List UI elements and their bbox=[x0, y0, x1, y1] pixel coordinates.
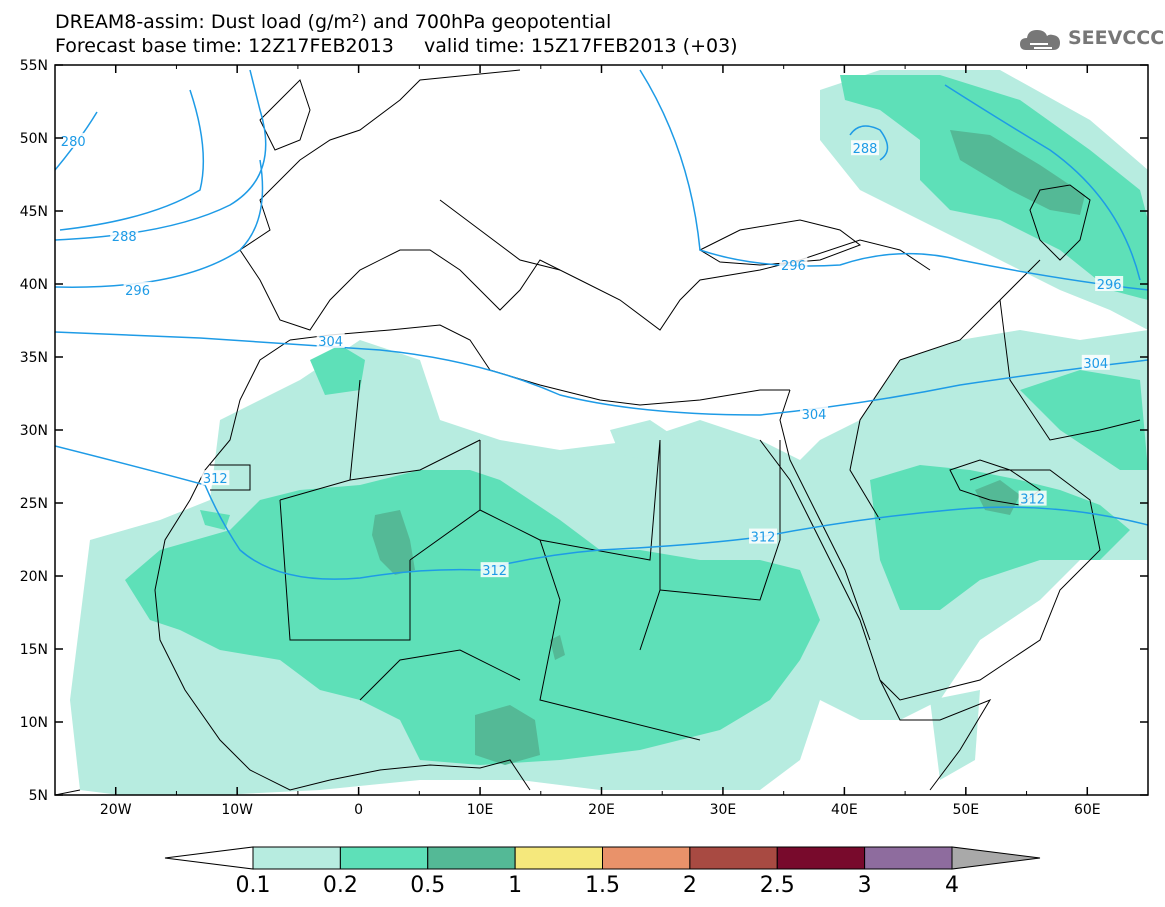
dust-shading bbox=[70, 70, 1148, 795]
lon-tick-label: 60E bbox=[1074, 802, 1101, 818]
lat-tick-label: 40N bbox=[20, 277, 48, 293]
contour-label: 312 bbox=[751, 531, 776, 546]
lon-tick-label: 10E bbox=[467, 802, 494, 818]
contour-label: 304 bbox=[1083, 357, 1108, 372]
colorbar-label: 4 bbox=[945, 873, 959, 898]
lon-tick-label: 30E bbox=[710, 802, 737, 818]
colorbar-label: 1.5 bbox=[585, 873, 620, 898]
contour-label: 312 bbox=[482, 564, 507, 579]
cloud-icon bbox=[1020, 30, 1060, 50]
contour-label: 296 bbox=[125, 284, 150, 299]
map-subtitle: Forecast base time: 12Z17FEB2013 valid t… bbox=[55, 35, 738, 57]
lat-tick-label: 5N bbox=[29, 788, 48, 804]
contour-label: 288 bbox=[112, 230, 137, 245]
contour-label-bg bbox=[1095, 276, 1124, 291]
contour-label-bg bbox=[110, 227, 139, 243]
colorbar-high-triangle bbox=[951, 846, 1041, 870]
contour-label-bg bbox=[201, 470, 230, 486]
contour-label-bg bbox=[779, 257, 808, 273]
colorbar-label: 0.2 bbox=[323, 873, 358, 898]
seevccc-logo: SEEVCCC bbox=[1018, 24, 1164, 56]
colorbar-label: 2.5 bbox=[760, 873, 795, 898]
lat-tick-label: 25N bbox=[20, 496, 48, 512]
colorbar-low-triangle bbox=[164, 846, 254, 870]
lat-tick-label: 20N bbox=[20, 569, 48, 585]
lat-tick-label: 50N bbox=[20, 131, 48, 147]
contour-label-bg bbox=[749, 528, 778, 544]
colorbar-label: 1 bbox=[508, 873, 522, 898]
contour-label: 296 bbox=[781, 259, 806, 274]
contour-label: 280 bbox=[61, 135, 86, 150]
colorbar-label: 3 bbox=[858, 873, 872, 898]
contour-label-bg bbox=[1081, 354, 1110, 370]
logo-text: SEEVCCC bbox=[1068, 27, 1165, 49]
lat-tick-label: 30N bbox=[20, 423, 48, 439]
lon-tick-label: 0 bbox=[354, 802, 363, 818]
colorbar-box bbox=[689, 846, 778, 870]
contour-label-bg bbox=[1018, 490, 1047, 506]
lat-tick-label: 55N bbox=[20, 58, 48, 74]
colorbar-box bbox=[514, 846, 603, 870]
contour-label-bg bbox=[123, 281, 152, 297]
colorbar-box bbox=[252, 846, 341, 870]
geopotential-contours bbox=[55, 69, 1148, 580]
colorbar-labels: 0.1 0.2 0.5 1 1.5 2 2.5 3 4 bbox=[236, 873, 960, 898]
colorbar-label: 0.5 bbox=[410, 873, 445, 898]
lat-tick-label: 15N bbox=[20, 642, 48, 658]
lon-tick-label: 20E bbox=[588, 802, 615, 818]
contour-label-bg bbox=[316, 332, 345, 348]
lon-tick-label: 20W bbox=[100, 802, 132, 818]
contour-label: 312 bbox=[203, 472, 228, 487]
colorbar-label: 0.1 bbox=[236, 873, 271, 898]
colorbar-box bbox=[776, 846, 866, 870]
colorbar-label: 2 bbox=[683, 873, 697, 898]
lat-tick-label: 35N bbox=[20, 350, 48, 366]
contour-label-bg bbox=[851, 140, 880, 156]
colorbar-box bbox=[339, 846, 429, 870]
contour-label: 304 bbox=[802, 408, 827, 423]
contour-label-bg bbox=[800, 405, 829, 421]
contour-label: 312 bbox=[1020, 493, 1045, 508]
lat-tick-label: 45N bbox=[20, 204, 48, 220]
contour-label-bg bbox=[59, 132, 88, 148]
latitude-axis: 55N 50N 45N 40N 35N 30N 25N 20N 15N 10N 5N bbox=[20, 58, 1148, 804]
colorbar-box bbox=[427, 846, 516, 870]
longitude-axis: 20W 10W 0 10E 20E 30E 40E 50E 60E bbox=[54, 65, 1149, 818]
colorbar bbox=[164, 846, 1041, 870]
contour-label-bg bbox=[480, 562, 509, 578]
contour-label: 304 bbox=[318, 335, 343, 350]
lon-tick-label: 10W bbox=[221, 802, 253, 818]
colorbar-box bbox=[602, 846, 691, 870]
lon-tick-label: 50E bbox=[952, 802, 979, 818]
colorbar-box bbox=[864, 846, 953, 870]
contour-label: 288 bbox=[853, 142, 878, 157]
map-title: DREAM8-assim: Dust load (g/m²) and 700hP… bbox=[55, 11, 612, 33]
contour-labels: 280 288 296 304 312 312 312 304 296 288 304 312 296 bbox=[59, 132, 1124, 579]
lat-tick-label: 10N bbox=[20, 715, 48, 731]
contour-label: 296 bbox=[1097, 278, 1122, 293]
lon-tick-label: 40E bbox=[831, 802, 858, 818]
